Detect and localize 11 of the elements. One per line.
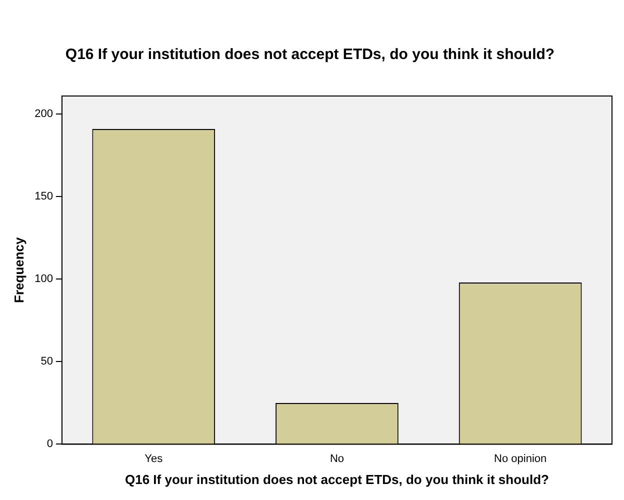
y-tick-label: 150 bbox=[34, 190, 53, 203]
y-tick-label: 100 bbox=[34, 273, 53, 286]
x-tick-label: No bbox=[330, 452, 344, 465]
x-axis-title: Q16 If your institution does not accept ETDs, do you think it should? bbox=[124, 472, 550, 487]
y-tick-label: 200 bbox=[34, 108, 53, 120]
x-tick-label: Yes bbox=[144, 452, 164, 465]
y-tick-label: 50 bbox=[40, 356, 53, 368]
chart-title: Q16 If your institution does not accept ETDs, do you think it should? bbox=[65, 46, 555, 64]
y-axis-title: Frequency bbox=[11, 236, 26, 303]
y-tick-label: 0 bbox=[46, 438, 53, 450]
x-tick-label: No opinion bbox=[494, 452, 547, 465]
